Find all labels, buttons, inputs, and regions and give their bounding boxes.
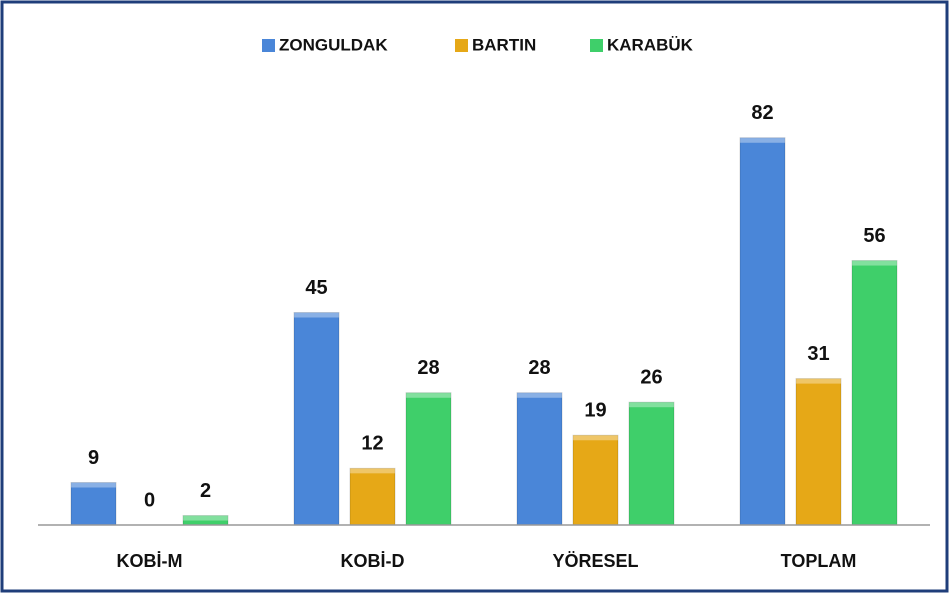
- bar-cap: [517, 392, 562, 398]
- x-tick-label: KOBİ-M: [117, 551, 183, 571]
- bar-cap: [71, 482, 116, 488]
- bar-cap: [294, 312, 339, 318]
- bar: [405, 392, 452, 526]
- value-label: 56: [863, 225, 885, 247]
- bar: [572, 434, 619, 526]
- bar: [739, 137, 786, 526]
- value-label: 28: [528, 357, 550, 379]
- bar-cap: [796, 378, 841, 384]
- value-label: 82: [751, 102, 773, 124]
- bar: [516, 392, 563, 526]
- bar: [628, 401, 675, 526]
- bar: [70, 482, 117, 526]
- x-tick-label: YÖRESEL: [552, 551, 638, 571]
- value-label: 45: [305, 277, 327, 299]
- value-label: 28: [417, 357, 439, 379]
- legend-swatch: [455, 39, 468, 52]
- value-label: 26: [640, 367, 662, 389]
- bar-cap: [183, 515, 228, 521]
- legend-swatch: [590, 39, 603, 52]
- x-tick-label: KOBİ-D: [341, 551, 405, 571]
- value-label: 9: [88, 447, 99, 469]
- bar-cap: [350, 468, 395, 474]
- bar-cap: [573, 435, 618, 441]
- bar-cap: [740, 137, 785, 143]
- value-label: 19: [584, 400, 606, 422]
- bar-cap: [852, 260, 897, 266]
- legend-swatch: [262, 39, 275, 52]
- bar: [349, 467, 396, 526]
- bar-cap: [406, 392, 451, 398]
- value-label: 0: [144, 489, 155, 511]
- bar: [851, 260, 898, 526]
- bar-cap: [629, 402, 674, 408]
- legend-label: BARTIN: [472, 35, 536, 54]
- value-label: 2: [200, 480, 211, 502]
- bar: [293, 312, 340, 526]
- value-label: 31: [807, 343, 829, 365]
- value-label: 12: [361, 433, 383, 455]
- legend-label: KARABÜK: [607, 35, 694, 54]
- bar: [795, 378, 842, 526]
- legend-label: ZONGULDAK: [279, 35, 388, 54]
- x-tick-label: TOPLAM: [781, 551, 857, 571]
